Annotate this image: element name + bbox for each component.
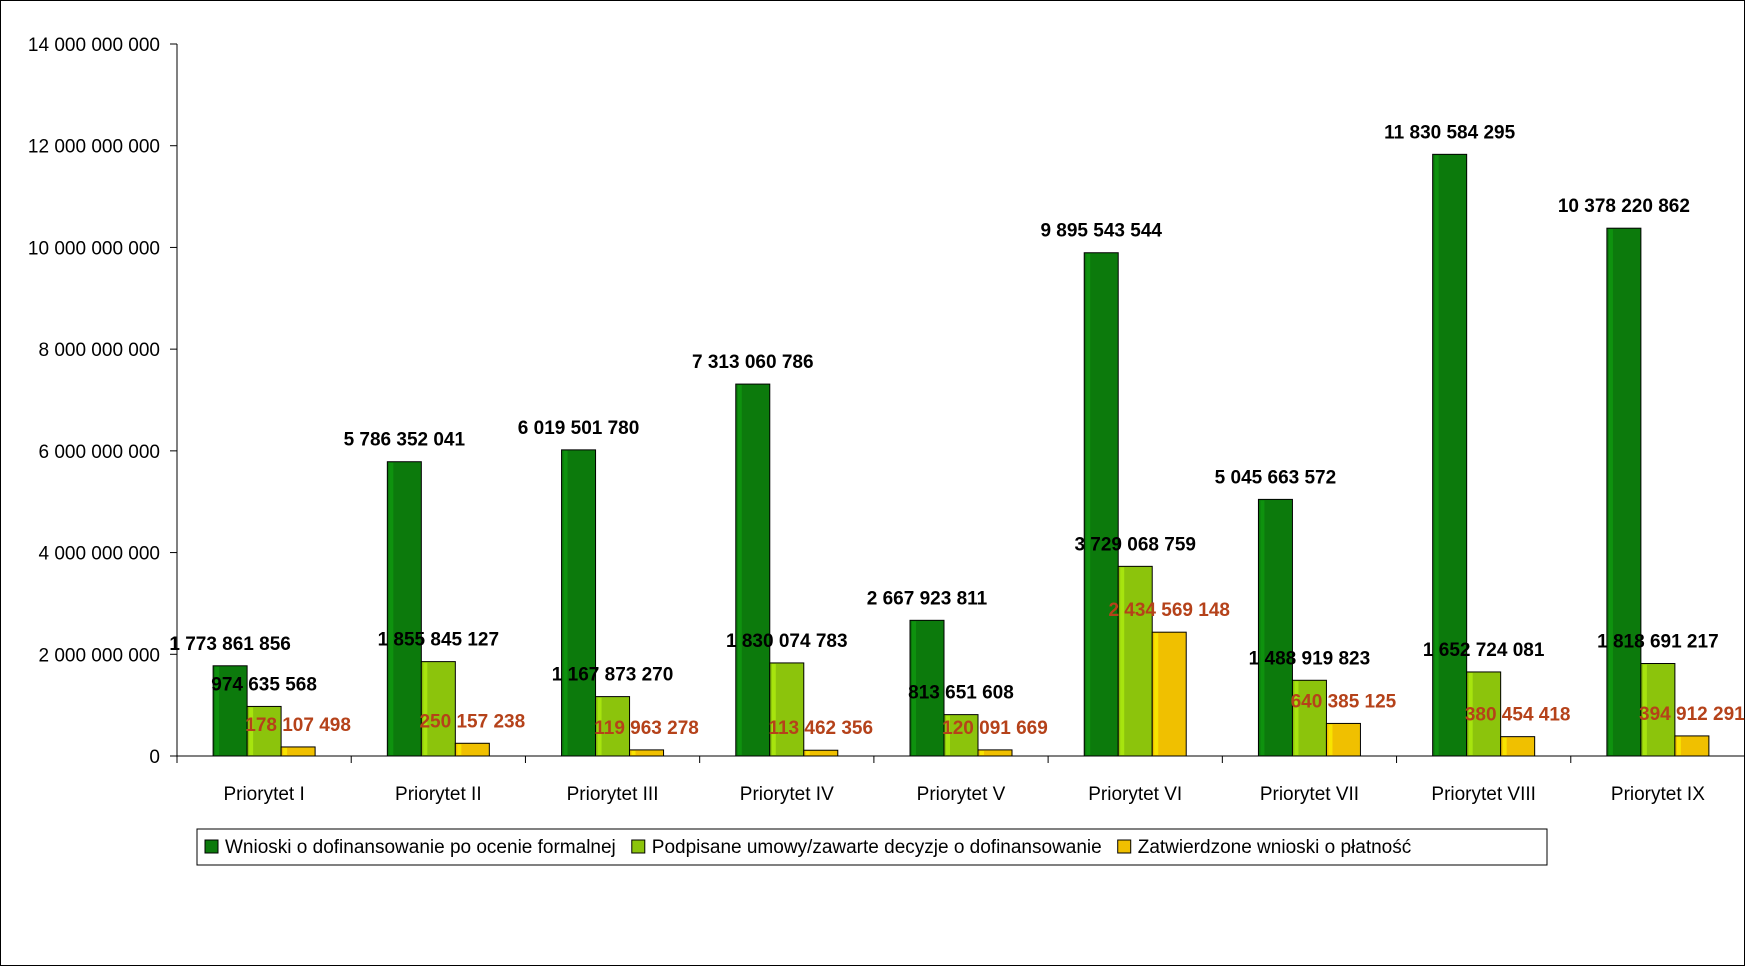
bar-highlight — [771, 663, 776, 755]
data-label: 2 667 923 811 — [867, 588, 988, 609]
data-label: 380 454 418 — [1465, 705, 1571, 726]
y-tick-label: 2 000 000 000 — [38, 645, 160, 666]
x-tick-label: Priorytet VII — [1260, 784, 1359, 805]
data-label: 11 830 584 295 — [1384, 122, 1515, 143]
data-label: 9 895 543 544 — [1040, 221, 1162, 242]
data-label: 1 652 724 081 — [1423, 640, 1545, 661]
y-tick-label: 4 000 000 000 — [38, 544, 160, 565]
bar-highlight — [805, 751, 810, 755]
bar-highlight — [946, 715, 950, 755]
legend-label: Podpisane umowy/zawarte decyzje o dofina… — [652, 837, 1102, 858]
data-label: 5 045 663 572 — [1215, 467, 1337, 488]
data-label: 1 830 074 783 — [726, 631, 848, 652]
x-tick-label: Priorytet I — [223, 784, 304, 805]
x-tick-label: Priorytet III — [567, 784, 659, 805]
bar-highlight — [631, 750, 636, 755]
bar-highlight — [389, 462, 394, 755]
bar-highlight — [1468, 672, 1473, 755]
bar — [280, 746, 316, 757]
bar-highlight — [1676, 736, 1681, 755]
data-label: 113 462 356 — [768, 718, 873, 739]
y-axis: 0 2 000 000 000 4 000 000 000 6 000 000 000… — [28, 35, 178, 768]
legend-label: Wnioski o dofinansowanie po ocenie forma… — [225, 837, 616, 858]
bars — [212, 153, 1710, 757]
legend-swatch — [1117, 839, 1132, 854]
data-label: 10 378 220 862 — [1558, 196, 1690, 217]
legend-box — [196, 828, 1548, 866]
x-tick-label: Priorytet V — [917, 784, 1006, 805]
bar — [1674, 735, 1710, 757]
data-label: 120 091 669 — [942, 718, 1048, 739]
data-label: 1 773 861 856 — [169, 634, 291, 655]
data-label: 2 434 569 148 — [1108, 600, 1230, 621]
legend: Wnioski o dofinansowanie po ocenie forma… — [196, 828, 1548, 866]
x-tick-label: Priorytet II — [395, 784, 482, 805]
bar — [629, 749, 665, 757]
bar-highlight — [980, 750, 984, 755]
bar-highlight — [1260, 500, 1265, 755]
bar-highlight — [1120, 567, 1125, 755]
x-tick-label: Priorytet VI — [1088, 784, 1182, 805]
y-tick-label: 12 000 000 000 — [28, 137, 160, 158]
y-tick-label: 6 000 000 000 — [38, 442, 160, 463]
bar-highlight — [457, 744, 462, 755]
data-labels: 1 773 861 856 5 786 352 041 6 019 501 780 7… — [169, 122, 1745, 739]
bar-highlight — [1154, 633, 1159, 755]
x-tick-label: Priorytet VIII — [1431, 784, 1536, 805]
data-label: 3 729 068 759 — [1074, 534, 1196, 555]
bar-highlight — [1608, 229, 1613, 755]
y-tick-label: 8 000 000 000 — [38, 340, 160, 361]
data-label: 178 107 498 — [245, 715, 351, 736]
bar-highlight — [1086, 253, 1091, 756]
bar-highlight — [912, 621, 916, 755]
legend-swatch — [204, 839, 219, 854]
data-label: 119 963 278 — [594, 718, 699, 739]
legend-label: Zatwierdzone wnioski o płatność — [1138, 837, 1412, 858]
bar-highlight — [1434, 155, 1439, 755]
data-label: 5 786 352 041 — [344, 430, 466, 451]
x-tick-label: Priorytet IX — [1611, 784, 1705, 805]
data-label: 6 019 501 780 — [518, 418, 640, 439]
bar-highlight — [215, 666, 220, 755]
data-label: 7 313 060 786 — [692, 352, 814, 373]
bar-highlight — [563, 450, 568, 755]
data-label: 1 488 919 823 — [1249, 648, 1371, 669]
bar-highlight — [737, 385, 742, 755]
bar — [454, 742, 490, 757]
data-label: 1 855 845 127 — [378, 630, 500, 651]
y-tick-label: 10 000 000 000 — [28, 238, 160, 259]
bar-highlight — [423, 662, 428, 755]
bar-highlight — [1642, 664, 1647, 755]
data-label: 250 157 238 — [419, 711, 525, 732]
bar-highlight — [249, 707, 254, 755]
data-label: 1 167 873 270 — [552, 665, 674, 686]
y-tick-label: 14 000 000 000 — [28, 35, 160, 56]
bar-highlight — [597, 697, 602, 755]
y-tick-label: 0 — [149, 747, 160, 768]
data-label: 1 818 691 217 — [1597, 632, 1719, 653]
data-label: 640 385 125 — [1291, 691, 1397, 712]
data-label: 974 635 568 — [211, 674, 317, 695]
bar-highlight — [1502, 737, 1507, 755]
bar — [803, 749, 839, 757]
x-tick-label: Priorytet IV — [740, 784, 834, 805]
data-label: 394 912 291 — [1639, 704, 1745, 725]
bar-highlight — [283, 747, 288, 755]
bar — [1500, 736, 1536, 757]
bar-highlight — [1328, 724, 1333, 755]
legend-swatch — [631, 839, 646, 854]
bar-highlight — [1294, 681, 1299, 755]
bar — [977, 749, 1013, 757]
data-label: 813 651 608 — [908, 683, 1014, 704]
